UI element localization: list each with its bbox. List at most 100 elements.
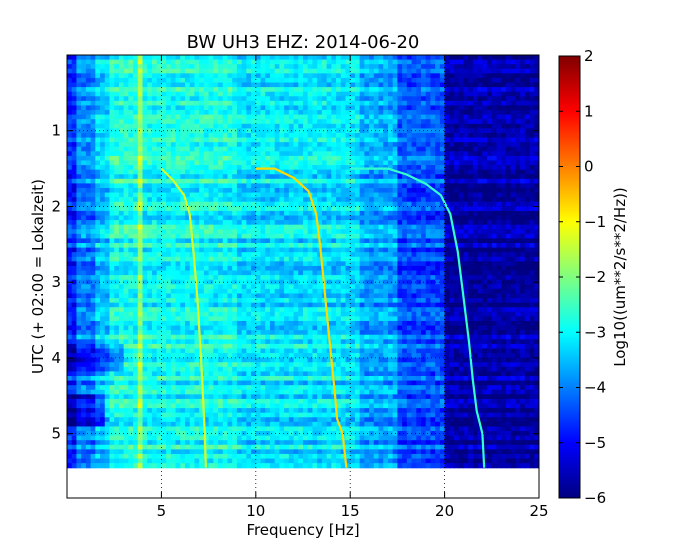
heatmap-cell <box>321 68 328 74</box>
heatmap-cell <box>151 128 158 134</box>
heatmap-cell <box>251 385 257 391</box>
heatmap-cell <box>293 169 299 175</box>
heatmap-cell <box>100 385 106 391</box>
heatmap-cell <box>288 238 295 244</box>
heatmap-cell <box>133 233 139 240</box>
heatmap-cell <box>307 357 314 363</box>
heatmap-cell <box>189 105 196 111</box>
heatmap-cell <box>114 238 120 244</box>
heatmap-cell <box>293 206 299 212</box>
heatmap-cell <box>71 435 78 441</box>
heatmap-cell <box>298 307 304 313</box>
heatmap-cell <box>321 123 328 129</box>
heatmap-cell <box>151 270 158 276</box>
heatmap-cell <box>170 160 177 166</box>
heatmap-cell <box>85 440 92 446</box>
heatmap-cell <box>199 142 205 148</box>
heatmap-cell <box>293 284 299 290</box>
heatmap-cell <box>218 453 224 460</box>
heatmap-cell <box>147 160 153 166</box>
heatmap-cell <box>85 91 92 97</box>
heatmap-cell <box>208 261 214 267</box>
heatmap-cell <box>147 252 153 258</box>
heatmap-cell <box>95 87 101 93</box>
heatmap-cell <box>114 385 120 391</box>
heatmap-cell <box>288 348 295 354</box>
heatmap-cell <box>137 261 144 267</box>
heatmap-cell <box>76 440 82 446</box>
heatmap-cell <box>175 59 181 65</box>
heatmap-cell <box>81 435 87 441</box>
heatmap-cell <box>227 82 233 88</box>
heatmap-cell <box>170 449 177 455</box>
heatmap-cell <box>279 132 285 139</box>
heatmap-cell <box>76 449 82 455</box>
heatmap-cell <box>208 123 214 129</box>
heatmap-cell <box>227 96 233 102</box>
heatmap-cell <box>147 114 153 120</box>
heatmap-cell <box>81 265 87 272</box>
heatmap-cell <box>81 417 87 423</box>
heatmap-cell <box>199 339 205 345</box>
heatmap-cell <box>232 366 238 373</box>
heatmap-cell <box>260 192 266 198</box>
heatmap-cell <box>95 192 101 198</box>
heatmap-cell <box>199 252 205 258</box>
heatmap-cell <box>100 279 106 285</box>
heatmap-cell <box>222 458 229 464</box>
heatmap-cell <box>137 316 144 322</box>
heatmap-cell <box>199 146 205 152</box>
heatmap-cell <box>255 316 262 322</box>
heatmap-cell <box>236 197 243 203</box>
heatmap-cell <box>317 197 323 203</box>
heatmap-cell <box>118 302 125 308</box>
heatmap-cell <box>321 325 328 331</box>
heatmap-cell <box>166 192 172 198</box>
heatmap-cell <box>189 151 196 157</box>
heatmap-cell <box>156 110 162 116</box>
heatmap-cell <box>180 357 186 363</box>
heatmap-cell <box>137 380 144 386</box>
heatmap-cell <box>317 256 323 262</box>
heatmap-cell <box>255 275 262 281</box>
heatmap-cell <box>194 119 200 125</box>
heatmap-cell <box>166 151 172 157</box>
heatmap-cell <box>67 256 73 262</box>
heatmap-cell <box>180 353 186 359</box>
heatmap-cell <box>71 114 78 120</box>
heatmap-cell <box>185 307 191 313</box>
heatmap-cell <box>293 146 299 152</box>
heatmap-cell <box>90 298 96 304</box>
heatmap-cell <box>208 55 214 61</box>
heatmap-cell <box>81 132 87 139</box>
heatmap-cell <box>109 463 115 469</box>
heatmap-cell <box>118 229 125 235</box>
heatmap-cell <box>251 371 257 377</box>
heatmap-cell <box>67 73 73 79</box>
heatmap-cell <box>251 366 257 373</box>
heatmap-cell <box>81 146 87 152</box>
heatmap-cell <box>175 366 181 373</box>
heatmap-cell <box>288 302 295 308</box>
heatmap-cell <box>246 284 252 290</box>
heatmap-cell <box>123 463 129 469</box>
heatmap-cell <box>166 275 172 281</box>
heatmap-cell <box>151 334 158 340</box>
heatmap-cell <box>208 398 214 405</box>
heatmap-cell <box>307 362 314 368</box>
heatmap-cell <box>151 435 158 441</box>
heatmap-cell <box>321 64 328 70</box>
heatmap-cell <box>123 421 129 428</box>
heatmap-cell <box>203 431 210 437</box>
heatmap-cell <box>71 453 78 460</box>
heatmap-cell <box>118 128 125 134</box>
heatmap-cell <box>303 55 309 61</box>
heatmap-cell <box>95 417 101 423</box>
heatmap-cell <box>128 412 134 418</box>
heatmap-cell <box>222 174 229 180</box>
heatmap-cell <box>241 417 247 423</box>
heatmap-cell <box>312 87 318 93</box>
heatmap-cell <box>265 132 271 139</box>
heatmap-cell <box>213 174 219 180</box>
heatmap-cell <box>284 311 290 317</box>
